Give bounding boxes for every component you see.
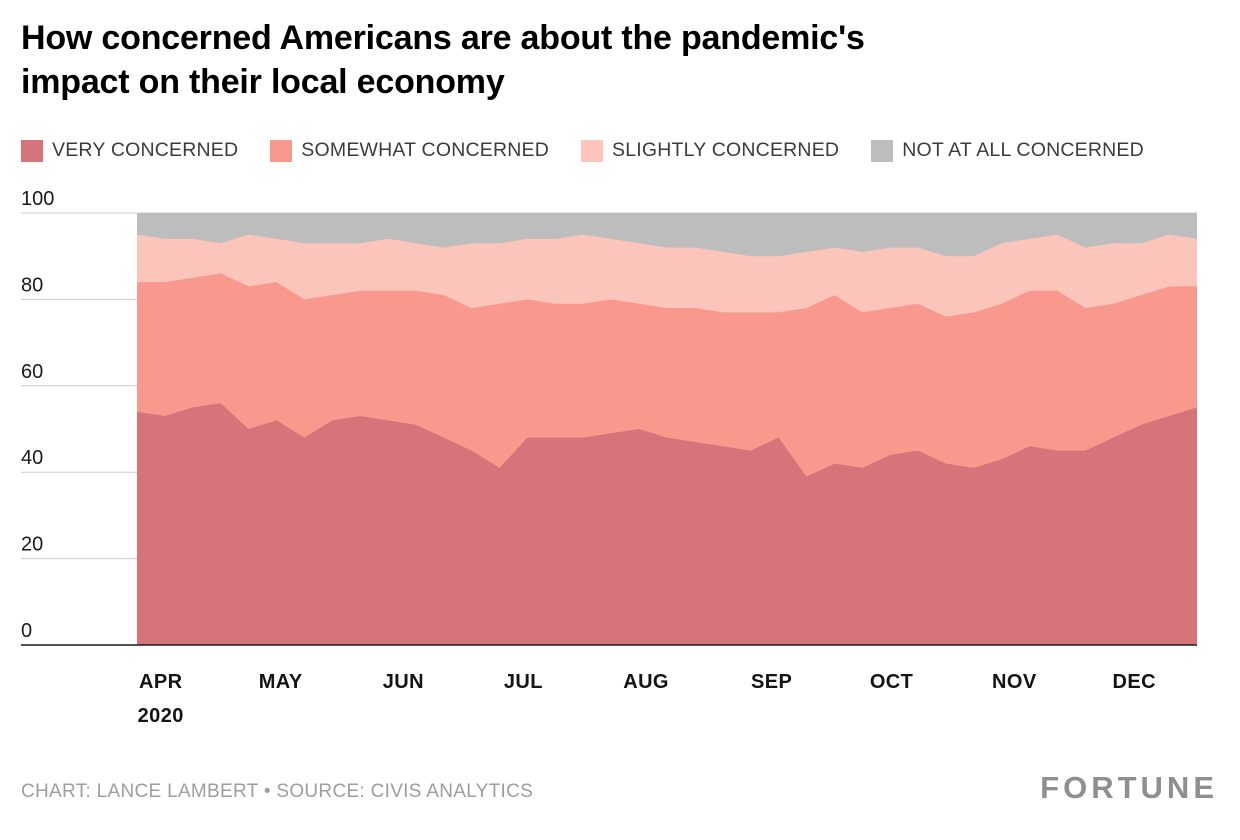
svg-text:20: 20: [21, 534, 43, 556]
svg-text:JUL: JUL: [504, 671, 543, 693]
svg-text:MAY: MAY: [259, 671, 303, 693]
legend: VERY CONCERNED SOMEWHAT CONCERNED SLIGHT…: [21, 139, 1144, 162]
svg-text:AUG: AUG: [623, 671, 669, 693]
legend-label-slightly-concerned: SLIGHTLY CONCERNED: [612, 139, 840, 161]
legend-item-somewhat-concerned: SOMEWHAT CONCERNED: [270, 139, 549, 162]
legend-swatch-very-concerned: [21, 139, 43, 162]
legend-label-not-at-all-concerned: NOT AT ALL CONCERNED: [902, 139, 1144, 161]
svg-text:JUN: JUN: [383, 671, 424, 693]
svg-text:SEP: SEP: [751, 671, 792, 693]
legend-swatch-not-at-all-concerned: [871, 139, 894, 162]
legend-item-very-concerned: VERY CONCERNED: [21, 139, 238, 162]
svg-text:OCT: OCT: [870, 671, 913, 693]
fortune-logo: FORTUNE: [1040, 770, 1218, 805]
svg-text:60: 60: [21, 361, 43, 383]
stacked-area-chart: 0 20 40 60 80 100 APR 2020 MAY JUN JUL AUG SEP OCT NOV…: [21, 188, 1197, 727]
footer-credit: CHART: LANCE LAMBERT • SOURCE: CIVIS ANA…: [21, 781, 534, 802]
svg-text:DEC: DEC: [1113, 671, 1156, 693]
legend-swatch-somewhat-concerned: [270, 139, 293, 162]
legend-label-very-concerned: VERY CONCERNED: [52, 139, 239, 161]
svg-text:NOV: NOV: [992, 671, 1037, 693]
legend-label-somewhat-concerned: SOMEWHAT CONCERNED: [301, 139, 550, 161]
legend-swatch-slightly-concerned: [581, 139, 604, 162]
svg-text:40: 40: [21, 447, 43, 469]
chart-title-line2: impact on their local economy: [21, 63, 505, 102]
svg-text:0: 0: [21, 620, 32, 642]
chart-title-line1: How concerned Americans are about the pa…: [21, 19, 865, 57]
chart-title: How concerned Americans are about the pa…: [21, 16, 1201, 104]
svg-text:100: 100: [21, 188, 54, 210]
svg-text:APR: APR: [139, 671, 183, 693]
svg-text:80: 80: [21, 274, 43, 296]
legend-item-not-at-all-concerned: NOT AT ALL CONCERNED: [871, 139, 1144, 162]
svg-text:2020: 2020: [138, 705, 184, 727]
legend-item-slightly-concerned: SLIGHTLY CONCERNED: [581, 139, 839, 162]
